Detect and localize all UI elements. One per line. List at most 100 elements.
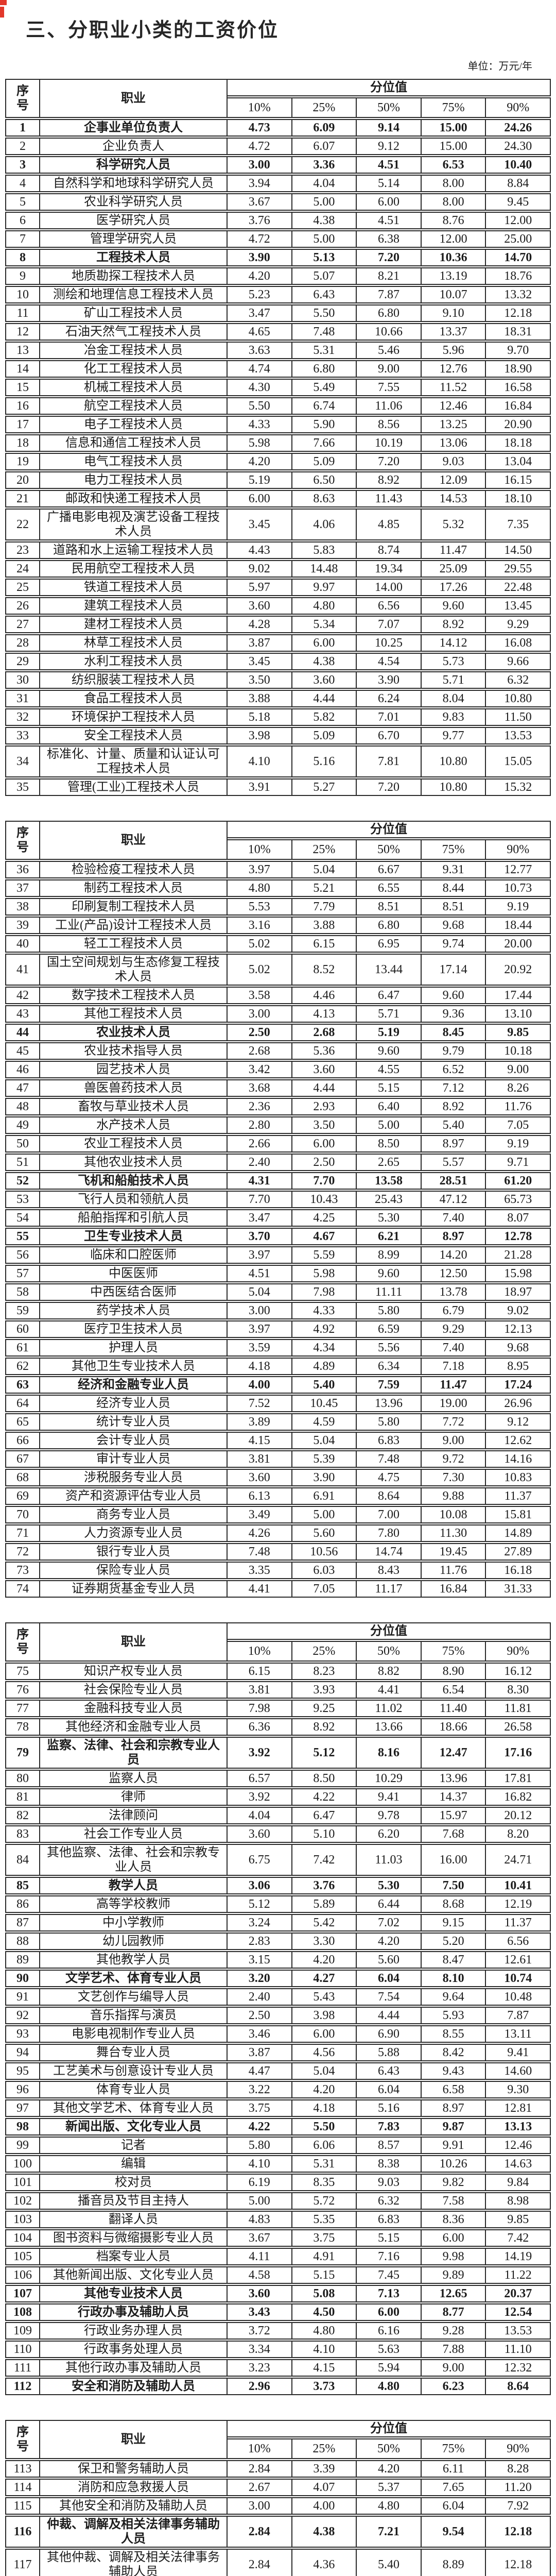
cell-serial: 81	[5, 1788, 40, 1806]
cell-serial: 57	[5, 1264, 40, 1282]
cell-value: 11.47	[421, 1376, 486, 1394]
cell-serial: 41	[5, 953, 40, 986]
cell-occupation: 建筑工程技术人员	[40, 597, 228, 615]
cell-value: 8.74	[357, 541, 422, 559]
cell-value: 9.28	[421, 2321, 486, 2340]
cell-value: 14.63	[486, 2155, 551, 2173]
cell-value: 5.71	[357, 1005, 422, 1023]
cell-value: 3.88	[228, 689, 292, 707]
table-row: 12 石油天然气工程技术人员 4.65 7.48 10.66 13.37 18.31	[5, 323, 551, 341]
cell-value: 12.47	[421, 1736, 486, 1769]
cell-value: 8.50	[357, 1134, 422, 1153]
cell-value: 8.92	[357, 471, 422, 489]
cell-occupation: 经济专业人员	[40, 1394, 228, 1412]
cell-serial: 4	[5, 174, 40, 192]
cell-value: 9.89	[421, 2266, 486, 2284]
cell-value: 5.80	[357, 1301, 422, 1319]
cell-value: 4.10	[228, 745, 292, 777]
cell-value: 25.43	[357, 1190, 422, 1208]
cell-value: 5.12	[292, 1736, 357, 1769]
table-row: 34 标准化、计量、质量和认证认可工程技术人员 4.10 5.16 7.81 10.80 1…	[5, 745, 551, 777]
cell-value: 5.00	[292, 230, 357, 248]
header-p10: 10%	[228, 2438, 292, 2459]
cell-value: 7.54	[357, 1988, 422, 2006]
cell-occupation: 其他教学人员	[40, 1951, 228, 1969]
cell-value: 5.72	[292, 2192, 357, 2210]
cell-serial: 38	[5, 897, 40, 916]
cell-value: 9.83	[421, 708, 486, 726]
cell-value: 2.50	[228, 2006, 292, 2024]
cell-value: 7.81	[357, 745, 422, 777]
cell-value: 8.64	[357, 1487, 422, 1505]
header-p50: 50%	[357, 1640, 422, 1662]
table-row-category: 55 卫生专业技术人员 3.70 4.67 6.21 8.97 12.78	[5, 1227, 551, 1245]
table-row: 95 工艺美术与创意设计专业人员 4.47 5.04 6.43 9.43 14.60	[5, 2062, 551, 2080]
cell-serial: 52	[5, 1172, 40, 1190]
cell-serial: 22	[5, 508, 40, 540]
cell-value: 19.34	[357, 560, 422, 578]
cell-value: 12.65	[421, 2284, 486, 2302]
cell-value: 3.46	[228, 2025, 292, 2043]
cell-value: 10.80	[486, 689, 551, 707]
cell-value: 2.40	[228, 1988, 292, 2006]
cell-serial: 90	[5, 1969, 40, 1987]
cell-value: 9.70	[486, 341, 551, 359]
cell-value: 5.00	[292, 1505, 357, 1523]
table-row: 83 社会工作专业人员 3.60 5.10 6.20 7.68 8.20	[5, 1825, 551, 1843]
table-row: 48 畜牧与草业技术人员 2.36 2.93 6.40 8.92 11.76	[5, 1097, 551, 1115]
table-row: 49 水产技术人员 2.80 3.50 5.00 5.40 7.05	[5, 1116, 551, 1134]
table-row: 76 社会保险专业人员 3.81 3.93 4.41 6.54 8.30	[5, 1681, 551, 1699]
cell-serial: 60	[5, 1320, 40, 1338]
cell-occupation: 印刷复制工程技术人员	[40, 897, 228, 916]
cell-value: 6.04	[357, 1969, 422, 1987]
cell-value: 5.00	[228, 2192, 292, 2210]
cell-value: 4.72	[228, 137, 292, 155]
cell-value: 4.72	[228, 230, 292, 248]
cell-occupation: 农业工程技术人员	[40, 1134, 228, 1153]
table-row: 117 其他仲裁、调解及相关法律事务辅助人员 2.84 4.36 5.40 8.89 12.…	[5, 2548, 551, 2576]
cell-value: 9.29	[486, 615, 551, 633]
cell-value: 11.37	[486, 1913, 551, 1931]
table-row: 40 轻工工程技术人员 5.02 6.15 6.95 9.74 20.00	[5, 935, 551, 953]
cell-serial: 85	[5, 1876, 40, 1894]
cell-value: 3.87	[228, 634, 292, 652]
cell-value: 9.00	[421, 2359, 486, 2377]
cell-serial: 74	[5, 1580, 40, 1598]
cell-value: 5.40	[421, 1116, 486, 1134]
table-row: 92 音乐指挥与演员 2.50 3.98 4.44 5.93 7.87	[5, 2006, 551, 2024]
cell-value: 6.43	[292, 285, 357, 303]
cell-value: 16.00	[421, 1843, 486, 1876]
cell-value: 11.30	[421, 1524, 486, 1542]
cell-serial: 13	[5, 341, 40, 359]
cell-value: 6.23	[421, 2377, 486, 2395]
cell-value: 7.21	[357, 2515, 422, 2548]
cell-serial: 8	[5, 248, 40, 266]
cell-value: 5.49	[292, 378, 357, 396]
cell-occupation: 电影电视制作专业人员	[40, 2025, 228, 2043]
cell-value: 3.34	[228, 2340, 292, 2358]
cell-value: 9.82	[421, 2173, 486, 2191]
cell-serial: 78	[5, 1718, 40, 1736]
cell-value: 4.20	[292, 1951, 357, 1969]
cell-value: 6.75	[228, 1843, 292, 1876]
table-row: 114 消防和应急救援人员 2.67 4.07 5.37 7.65 11.20	[5, 2478, 551, 2496]
cell-value: 4.91	[292, 2247, 357, 2265]
cell-occupation: 环境保护工程技术人员	[40, 708, 228, 726]
cell-value: 5.98	[228, 434, 292, 452]
table-row: 110 行政事务处理人员 3.34 4.10 5.63 7.88 11.10	[5, 2340, 551, 2358]
cell-serial: 49	[5, 1116, 40, 1134]
cell-value: 8.97	[421, 1227, 486, 1245]
cell-value: 6.36	[228, 1718, 292, 1736]
cell-serial: 36	[5, 860, 40, 878]
cell-value: 14.50	[486, 541, 551, 559]
cell-occupation: 保险专业人员	[40, 1561, 228, 1579]
table-row: 56 临床和口腔医师 3.97 5.59 8.99 14.20 21.28	[5, 1246, 551, 1264]
cell-value: 2.68	[228, 1042, 292, 1060]
cell-value: 28.51	[421, 1172, 486, 1190]
cell-value: 12.61	[486, 1951, 551, 1969]
cell-value: 19.00	[421, 1394, 486, 1412]
cell-serial: 104	[5, 2229, 40, 2247]
cell-occupation: 制药工程技术人员	[40, 879, 228, 897]
cell-value: 4.13	[292, 1005, 357, 1023]
cell-serial: 113	[5, 2460, 40, 2478]
